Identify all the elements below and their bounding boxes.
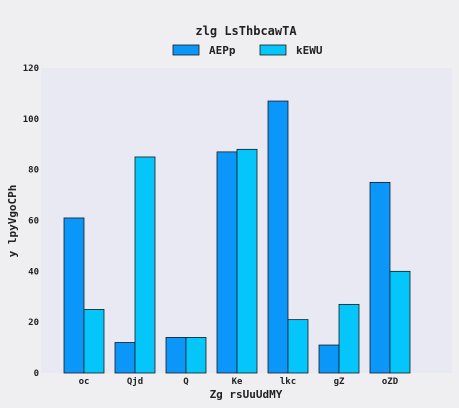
x-tick-label: oc	[79, 377, 90, 387]
bar-kEWU-gZ	[338, 303, 360, 374]
x-axis-title: Zg rsUuUdMY	[210, 388, 283, 401]
x-tick-label: Ke	[232, 377, 243, 387]
x-tick-label: Qjd	[127, 376, 143, 387]
bar-AEPp-lkc	[267, 100, 289, 374]
legend-item: AEPp	[172, 44, 236, 57]
bar-AEPp-Q	[165, 337, 187, 374]
bar-AEPp-Ke	[216, 151, 238, 374]
legend: AEPp kEWU	[172, 44, 323, 57]
legend-swatch	[172, 44, 200, 56]
y-tick-label: 120	[23, 64, 39, 74]
bar-kEWU-Q	[185, 337, 207, 374]
x-tick-label: Q	[183, 377, 189, 387]
bar-kEWU-oc	[83, 309, 105, 374]
bars	[63, 100, 411, 374]
bar-AEPp-Qjd	[114, 342, 136, 374]
legend-item: kEWU	[259, 44, 323, 57]
bar-AEPp-gZ	[318, 344, 340, 374]
bar-kEWU-Ke	[236, 148, 258, 374]
x-tick-label: oZD	[382, 377, 399, 387]
bar-kEWU-Qjd	[134, 156, 156, 374]
bar-kEWU-oZD	[389, 270, 411, 374]
bar-AEPp-oc	[63, 217, 85, 374]
legend-label: kEWU	[296, 44, 323, 57]
y-tick-label: 60	[28, 217, 39, 227]
y-tick-label: 40	[28, 267, 39, 277]
y-tick-label: 20	[28, 318, 39, 328]
legend-label: AEPp	[209, 44, 236, 57]
y-axis-title: y lpyVgoCPh	[6, 185, 19, 258]
legend-swatch	[259, 44, 287, 56]
bar-kEWU-lkc	[287, 319, 309, 374]
chart-title: zlg LsThbcawTA	[195, 24, 297, 38]
y-tick-label: 0	[34, 369, 39, 379]
y-tick-label: 100	[23, 115, 39, 125]
bar-AEPp-oZD	[369, 181, 391, 374]
x-tick-label: gZ	[334, 377, 345, 387]
y-axis: 0 20 40 60 80 100 120	[23, 64, 39, 379]
x-axis: oc Qjd Q Ke lkc gZ oZD	[79, 376, 399, 387]
x-tick-label: lkc	[280, 377, 296, 387]
y-tick-label: 80	[28, 166, 39, 176]
